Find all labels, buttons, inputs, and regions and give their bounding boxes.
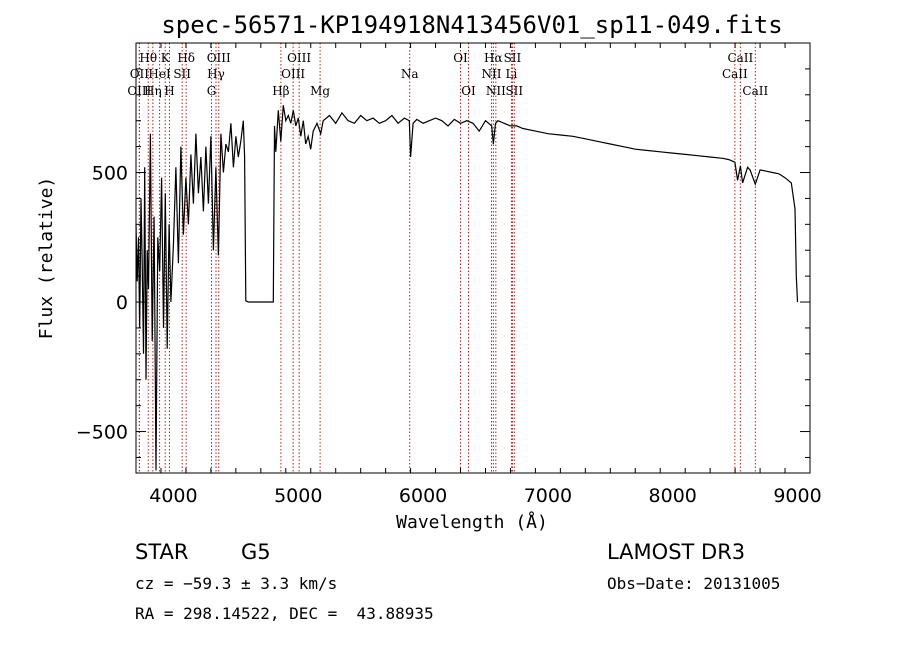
line-marker-label: OI — [453, 51, 468, 65]
line-marker-label: Hα — [484, 51, 503, 65]
line-marker-label: NII — [481, 67, 501, 81]
y-tick-label: 0 — [116, 292, 128, 314]
line-marker-label: Na — [401, 67, 419, 81]
line-marker-label: OIII — [287, 51, 311, 65]
line-marker-label: CaII — [742, 84, 768, 98]
line-marker-label: SII — [504, 51, 522, 65]
line-marker-label: G — [207, 84, 217, 98]
line-marker-label: Mg — [310, 84, 330, 98]
line-marker-label: OI — [461, 84, 476, 98]
line-marker-label: Hθ — [139, 51, 157, 65]
object-class: STAR — [135, 540, 189, 564]
line-marker-label: K — [161, 51, 171, 65]
x-tick-label: 9000 — [773, 485, 821, 507]
line-marker-label: SII — [505, 84, 523, 98]
object-subclass: G5 — [241, 540, 271, 564]
chart-title: spec-56571-KP194918N413456V01_sp11-049.f… — [161, 11, 782, 39]
x-axis-label: Wavelength (Å) — [396, 511, 548, 533]
line-marker-label: HeI — [148, 67, 171, 81]
line-marker-label: OIII — [207, 51, 231, 65]
spectrum-line — [135, 105, 799, 471]
line-marker-label: Hβ — [272, 84, 289, 98]
x-tick-label: 5000 — [274, 485, 322, 507]
line-marker-label: CaII — [722, 67, 748, 81]
x-tick-label: 6000 — [399, 485, 447, 507]
coordinates-readout: RA = 298.14522, DEC = 43.88935 — [135, 604, 434, 623]
line-marker-label: OIII — [127, 84, 151, 98]
obs-date: Obs−Date: 20131005 — [607, 574, 781, 593]
x-tick-label: 4000 — [149, 485, 197, 507]
line-marker-label: Li — [506, 67, 518, 81]
survey-name: LAMOST DR3 — [607, 540, 746, 564]
plot-frame — [135, 42, 811, 474]
redshift-readout: cz = −59.3 ± 3.3 km/s — [135, 574, 338, 593]
y-axis-label: Flux (relative) — [36, 177, 57, 340]
x-tick-label: 8000 — [649, 485, 697, 507]
y-tick-label: 500 — [92, 163, 128, 185]
line-marker-label: OII — [130, 67, 150, 81]
x-tick-label: 7000 — [524, 485, 572, 507]
line-marker-labels: Hθ OII OIII K HeI Hη Hδ SII H OIII Hγ G OIII OIII Hβ Mg… — [127, 51, 768, 98]
y-axis: 500 0 −500 — [76, 68, 810, 458]
line-marker-label: NII — [486, 84, 506, 98]
line-marker-label: Hγ — [207, 67, 225, 81]
x-axis: 4000 5000 6000 7000 8000 9000 — [135, 43, 822, 507]
line-marker-label: CaII — [727, 51, 753, 65]
line-marker-label: OIII — [281, 67, 305, 81]
line-markers — [138, 43, 756, 473]
y-tick-label: −500 — [76, 422, 128, 444]
line-marker-label: H — [164, 84, 174, 98]
line-marker-label: Hδ — [177, 51, 195, 65]
line-marker-label: SII — [173, 67, 191, 81]
line-marker-label: Hη — [144, 84, 162, 98]
